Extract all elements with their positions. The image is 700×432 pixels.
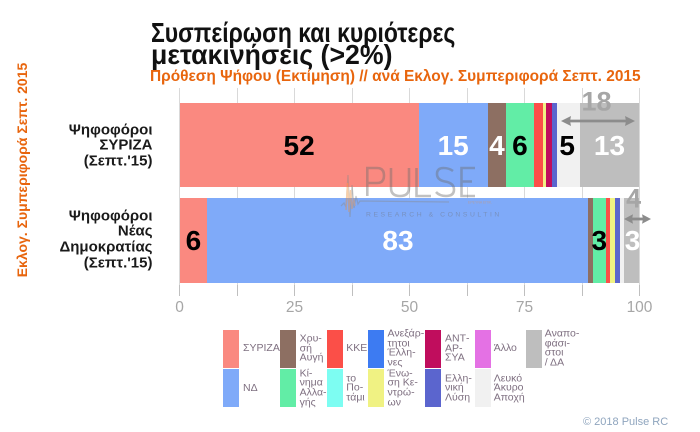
svg-text:RESEARCH & CONSULTING: RESEARCH & CONSULTING (366, 212, 500, 219)
svg-text:ΕΡΕΥΝΑ ΕΠΙΚ.: ΕΡΕΥΝΑ ΕΠΙΚ. (468, 201, 492, 205)
